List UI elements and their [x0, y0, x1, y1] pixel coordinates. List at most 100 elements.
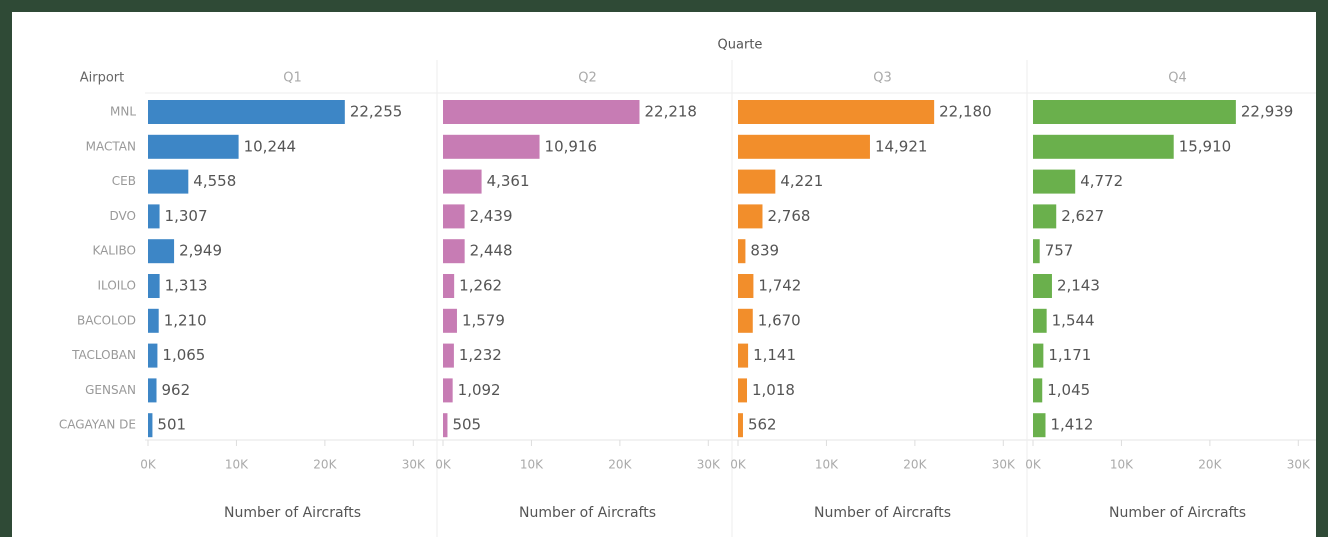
x-tick-label: 20K: [313, 458, 337, 472]
quarter-label: Q1: [283, 71, 302, 86]
bar: [1033, 134, 1174, 159]
quarter-label: Q3: [873, 71, 892, 86]
bar: [148, 343, 158, 368]
value-label: 2,768: [767, 207, 810, 225]
bar: [1033, 413, 1046, 438]
bar: [1033, 274, 1052, 298]
airport-label: BACOLOD: [77, 313, 136, 327]
airport-label: TACLOBAN: [71, 348, 136, 362]
airport-label: MACTAN: [86, 139, 136, 153]
airport-label: KALIBO: [92, 244, 136, 258]
bar: [148, 169, 189, 194]
airport-label: CAGAYAN DE: [59, 418, 136, 432]
bar: [443, 169, 482, 194]
value-label: 4,361: [487, 172, 530, 190]
value-label: 757: [1045, 242, 1074, 260]
bar: [148, 308, 159, 333]
bar: [148, 239, 175, 264]
bar: [443, 274, 455, 298]
x-tick-label: 20K: [903, 458, 927, 472]
value-label: 1,018: [752, 381, 795, 399]
x-tick-label: 10K: [1110, 458, 1134, 472]
x-tick-label: 10K: [520, 458, 544, 472]
airport-label: MNL: [110, 105, 136, 119]
value-label: 2,439: [470, 207, 513, 225]
x-tick-label: 30K: [697, 458, 721, 472]
bar: [443, 204, 465, 229]
x-tick-label: 0K: [140, 458, 157, 472]
x-tick-label: 20K: [608, 458, 632, 472]
bar: [738, 100, 935, 124]
bar: [443, 308, 457, 333]
value-label: 1,544: [1052, 311, 1095, 329]
bar: [1033, 378, 1043, 403]
bar: [148, 413, 153, 438]
airport-label: CEB: [112, 174, 136, 188]
bar: [738, 343, 749, 368]
value-label: 562: [748, 416, 777, 434]
value-label: 505: [452, 416, 481, 434]
bar: [738, 274, 754, 298]
value-label: 501: [157, 416, 186, 434]
bar: [148, 100, 345, 124]
value-label: 2,627: [1061, 207, 1104, 225]
value-label: 1,045: [1047, 381, 1090, 399]
value-label: 839: [750, 242, 779, 260]
row-header: Airport: [80, 71, 125, 86]
bar: [443, 378, 453, 403]
airport-label: GENSAN: [85, 383, 136, 397]
value-label: 1,171: [1048, 346, 1091, 364]
x-tick-label: 20K: [1198, 458, 1222, 472]
value-label: 1,092: [458, 381, 501, 399]
bar: [443, 239, 465, 264]
value-label: 1,307: [165, 207, 208, 225]
x-tick-label: 10K: [815, 458, 839, 472]
bar: [1033, 308, 1047, 333]
bar: [148, 204, 160, 229]
x-axis-title: Number of Aircrafts: [519, 505, 656, 521]
value-label: 10,244: [244, 137, 297, 155]
bar: [738, 378, 748, 403]
bar: [738, 308, 753, 333]
value-label: 1,232: [459, 346, 502, 364]
x-axis-title: Number of Aircrafts: [814, 505, 951, 521]
value-label: 2,949: [179, 242, 222, 260]
quarter-label: Q4: [1168, 71, 1187, 86]
value-label: 4,221: [780, 172, 823, 190]
value-label: 15,910: [1179, 137, 1232, 155]
column-header: Quarte: [718, 38, 763, 53]
value-label: 22,180: [939, 103, 992, 121]
value-label: 1,579: [462, 311, 505, 329]
panel-background: [12, 12, 1316, 537]
value-label: 1,141: [753, 346, 796, 364]
value-label: 2,448: [470, 242, 513, 260]
bar: [738, 134, 870, 159]
bar: [1033, 169, 1076, 194]
value-label: 1,412: [1050, 416, 1093, 434]
bar: [738, 204, 763, 229]
value-label: 14,921: [875, 137, 928, 155]
x-tick-label: 30K: [1287, 458, 1311, 472]
value-label: 1,065: [162, 346, 205, 364]
value-label: 1,670: [758, 311, 801, 329]
value-label: 1,210: [164, 311, 207, 329]
value-label: 22,255: [350, 103, 403, 121]
bar: [1033, 204, 1057, 229]
x-tick-label: 0K: [1025, 458, 1042, 472]
quarter-label: Q2: [578, 71, 597, 86]
bar: [148, 378, 157, 403]
bar: [443, 134, 540, 159]
bar: [148, 274, 160, 298]
x-axis-title: Number of Aircrafts: [1109, 505, 1246, 521]
x-tick-label: 10K: [225, 458, 249, 472]
x-tick-label: 30K: [402, 458, 426, 472]
airport-label: DVO: [110, 209, 136, 223]
bar: [443, 100, 640, 124]
bar: [443, 413, 448, 438]
bar: [1033, 239, 1040, 264]
x-tick-label: 0K: [435, 458, 452, 472]
value-label: 4,558: [193, 172, 236, 190]
x-tick-label: 0K: [730, 458, 747, 472]
